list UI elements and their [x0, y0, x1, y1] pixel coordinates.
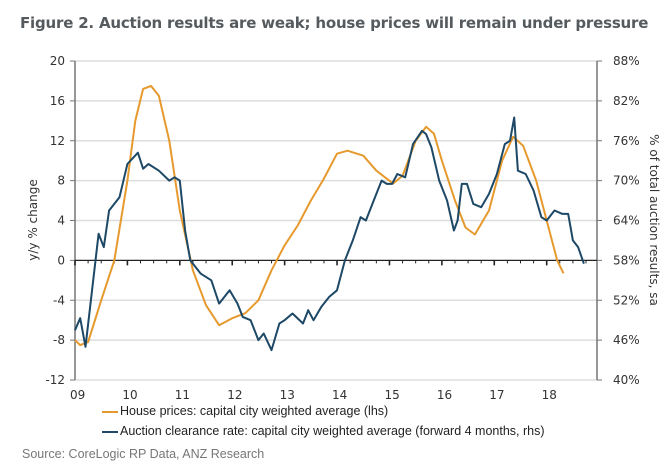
x-tick-label: 18 [542, 388, 557, 402]
gridlines [75, 60, 597, 381]
x-tick-label: 16 [437, 388, 452, 402]
y2-tick-label: 82% [613, 94, 640, 108]
source-note: Source: CoreLogic RP Data, ANZ Research [22, 447, 265, 461]
y-axis-title: y/y % change [26, 179, 40, 260]
y2-tick-label: 40% [613, 373, 640, 387]
legend-item-house: House prices: capital city weighted aver… [102, 404, 388, 418]
x-tick-label: 15 [384, 388, 399, 402]
y2-tick-label: 46% [613, 333, 640, 347]
legend-item-auction: Auction clearance rate: capital city wei… [102, 424, 545, 438]
legend-swatch-house [102, 410, 118, 413]
legend-label-house: House prices: capital city weighted aver… [120, 404, 389, 418]
y2-tick-label: 88% [613, 54, 640, 68]
y2-tick-label: 52% [613, 293, 640, 307]
x-tick-label: 14 [332, 388, 347, 402]
legend-label-auction: Auction clearance rate: capital city wei… [120, 424, 545, 438]
series-line-auction-clearance [74, 116, 585, 352]
x-tick-label: 09 [70, 388, 85, 402]
y-tick-label: 20 [50, 54, 65, 68]
y-tick-label: -8 [53, 333, 65, 347]
y-tick-label: 4 [57, 214, 65, 228]
x-tick-label: 17 [489, 388, 504, 402]
y2-tick-label: 58% [613, 253, 640, 267]
y2-tick-label: 64% [613, 214, 640, 228]
x-tick-label: 11 [175, 388, 190, 402]
series-line-house-prices [74, 84, 565, 347]
y-tick-label: -12 [45, 373, 65, 387]
y2-tick-label: 76% [613, 134, 640, 148]
chart-title: Figure 2. Auction results are weak; hous… [20, 14, 649, 32]
y-tick-label: 8 [57, 174, 65, 188]
y2-tick-label: 70% [613, 174, 640, 188]
axes [70, 60, 602, 381]
series-lines [74, 84, 585, 352]
y-tick-label: 16 [50, 94, 65, 108]
x-tick-label: 10 [122, 388, 137, 402]
y-tick-label: 12 [50, 134, 65, 148]
legend-swatch-auction [102, 430, 118, 433]
x-tick-label: 12 [227, 388, 242, 402]
y-tick-label: 0 [57, 253, 65, 267]
y-tick-label: -4 [53, 293, 65, 307]
x-tick-label: 13 [280, 388, 295, 402]
y2-axis-title: % of total auction results, sa [647, 134, 661, 306]
tick-labels: 20 16 12 8 4 0 -4 -8 -12 88% 82% 76% 70% 64% 58% 52% 46%… [45, 54, 639, 402]
